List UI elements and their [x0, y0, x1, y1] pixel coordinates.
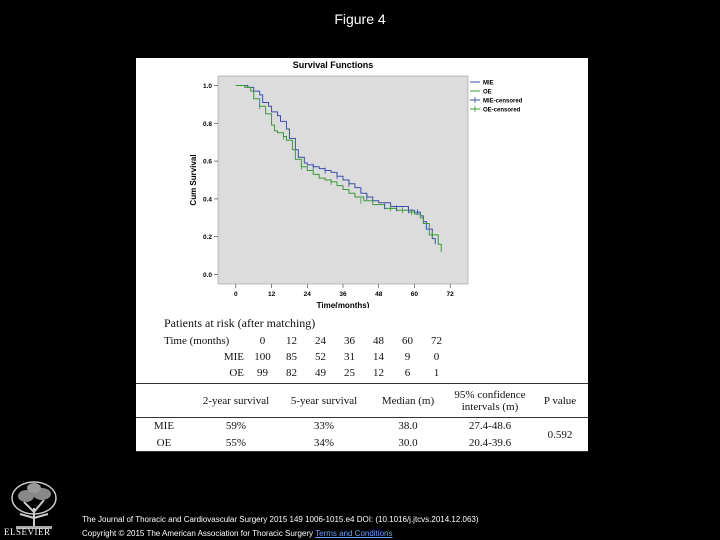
- stats-cell-p-value: 0.592: [532, 417, 588, 452]
- risk-time-cell: 0: [259, 335, 266, 347]
- copyright-line: Copyright © 2015 The American Associatio…: [82, 529, 393, 538]
- x-axis-label: Time(months): [317, 301, 370, 308]
- risk-time-label: Time (months): [164, 335, 230, 347]
- y-tick-label: 0.0: [203, 272, 212, 279]
- stats-cell-group: MIE: [153, 420, 175, 433]
- y-tick-label: 0.2: [203, 234, 212, 241]
- risk-cell: 82: [286, 367, 297, 379]
- stats-row-oe: OE 55% 34% 30.0 20.4-39.6: [136, 434, 588, 452]
- risk-cell: 12: [373, 367, 384, 379]
- risk-time-cell: 36: [344, 335, 355, 347]
- x-tick-label: 60: [411, 291, 419, 298]
- figure-panel: Survival Functions 0.0 0.2 0.4 0.6 0.8 1.0 0 12 2…: [136, 58, 588, 452]
- risk-time-cell: 60: [402, 335, 413, 347]
- stats-cell-five-year: 33%: [313, 420, 335, 433]
- risk-table: Patients at risk (after matching) Time (…: [164, 316, 451, 381]
- y-tick-label: 1.0: [203, 83, 212, 90]
- stats-cell-group: OE: [136, 434, 192, 452]
- citation-text: The Journal of Thoracic and Cardiovascul…: [82, 515, 479, 524]
- y-axis-label: Cum Survival: [189, 154, 198, 205]
- risk-time-row: Time (months) 0 12 24 36 48 60 72: [164, 333, 451, 349]
- risk-time-cell: 24: [315, 335, 326, 347]
- x-tick-label: 12: [268, 291, 276, 298]
- risk-row-label: OE: [229, 367, 244, 379]
- risk-row-oe: OE 99 82 49 25 12 6 1: [164, 365, 451, 381]
- risk-cell: 14: [373, 351, 384, 363]
- x-tick-label: 72: [447, 291, 455, 298]
- stats-header-group: [136, 383, 192, 418]
- y-tick-label: 0.4: [203, 196, 212, 203]
- risk-cell: 49: [315, 367, 326, 379]
- risk-row-mie: MIE 100 85 52 31 14 9 0: [164, 349, 451, 365]
- stats-cell-ci: 27.4-48.6: [468, 420, 512, 433]
- stats-cell-two-year: 59%: [225, 420, 247, 433]
- stats-cell-ci: 20.4-39.6: [448, 434, 532, 452]
- risk-row-label: MIE: [223, 351, 244, 363]
- survival-stats-table: 2-year survival 5-year survival Median (…: [136, 383, 588, 452]
- risk-cell: 85: [286, 351, 297, 363]
- chart-title: Survival Functions: [293, 60, 374, 70]
- stats-header-p-value: P value: [532, 383, 588, 418]
- terms-and-conditions-link[interactable]: Terms and Conditions: [315, 529, 393, 538]
- stats-cell-median: 38.0: [398, 420, 418, 433]
- risk-cell: 99: [257, 367, 268, 379]
- x-tick-label: 0: [234, 291, 238, 298]
- stats-row-mie: MIE 59% 33% 38.0 27.4-48.6 0.592: [136, 417, 588, 452]
- figure-title: Figure 4: [334, 11, 386, 27]
- risk-cell: 100: [254, 351, 271, 363]
- elsevier-logo-text: ELSEVIER: [4, 527, 51, 537]
- risk-time-cell: 12: [286, 335, 297, 347]
- elsevier-tree-logo-icon: [6, 478, 62, 538]
- y-tick-label: 0.6: [203, 159, 212, 166]
- x-tick-label: 36: [339, 291, 347, 298]
- series-line-oe: [235, 84, 442, 252]
- survival-chart: Survival Functions 0.0 0.2 0.4 0.6 0.8 1.0 0 12 2…: [189, 60, 523, 308]
- stats-header-median: Median (m): [368, 383, 448, 418]
- risk-cell: 31: [344, 351, 355, 363]
- legend-label: MIE: [483, 81, 494, 87]
- risk-cell: 52: [315, 351, 326, 363]
- stats-header-ci: 95% confidence intervals (m): [448, 383, 532, 418]
- x-tick-label: 48: [375, 291, 383, 298]
- stats-header-two-year: 2-year survival: [192, 383, 280, 418]
- risk-cell: 1: [433, 367, 440, 379]
- stats-cell-median: 30.0: [368, 434, 448, 452]
- risk-time-cell: 48: [373, 335, 384, 347]
- copyright-text: Copyright © 2015 The American Associatio…: [82, 529, 314, 538]
- stats-cell-five-year: 34%: [280, 434, 368, 452]
- legend-label: MIE-censored: [483, 99, 523, 105]
- stats-cell-two-year: 55%: [192, 434, 280, 452]
- legend-label: OE: [483, 90, 492, 96]
- x-tick-label: 24: [304, 291, 312, 298]
- risk-cell: 9: [404, 351, 411, 363]
- risk-cell: 25: [344, 367, 355, 379]
- y-tick-label: 0.8: [203, 121, 212, 128]
- risk-time-cell: 72: [431, 335, 442, 347]
- legend-label: OE-censored: [483, 108, 521, 114]
- stats-header-five-year: 5-year survival: [280, 383, 368, 418]
- risk-cell: 6: [404, 367, 411, 379]
- risk-cell: 0: [433, 351, 440, 363]
- risk-table-heading: Patients at risk (after matching): [164, 316, 316, 330]
